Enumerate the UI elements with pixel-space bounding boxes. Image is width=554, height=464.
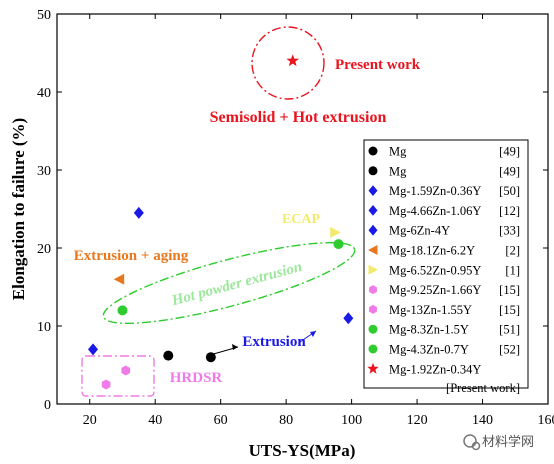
point-circle [368,324,378,334]
x-tick-label: 40 [148,413,162,428]
hrdsr-box [81,355,155,397]
point-diamond [368,205,378,216]
point-diamond [368,224,378,236]
x-tick-label: 140 [472,413,493,428]
point-triangle-left [368,245,378,255]
plot-frame [56,13,549,405]
annotation-label: Hot powder extrusion [169,259,304,309]
legend-entry-ref: [12] [499,204,520,218]
hot-powder-extrusion-ellipse [102,241,356,325]
annotation-label: Extrusion + aging [74,248,189,264]
legend-entry-label: Mg-18.1Zn-6.2Y [389,244,475,258]
annotation-label: Semisolid + Hot extrusion [210,109,387,126]
x-tick-label: 20 [83,413,97,428]
point-hexagon [121,365,131,376]
point-circle [368,344,378,354]
watermark: 材料学网 [463,434,534,451]
watermark-icon [463,434,477,448]
point-diamond [88,343,99,356]
point-circle [205,352,216,363]
data-points [88,54,354,390]
legend-entry-label: Mg [389,145,407,159]
extrusion-arrow-black-head [232,344,238,350]
point-circle [117,305,128,316]
point-diamond [343,312,354,325]
legend: Mg [49] Mg [49] Mg-1.59Zn-0.36Y [50] Mg-4.66Zn… [363,139,529,395]
legend-entry-label: Mg-4.3Zn-0.7Y [389,343,469,357]
legend-entry-ref: [15] [499,303,520,317]
y-axis-label: Elongation to failure (%) [9,118,28,300]
legend-entry-label: Mg-13Zn-1.55Y [389,303,472,317]
point-hexagon [369,285,377,295]
point-star [367,362,379,374]
legend-entry-ref: [15] [499,283,520,297]
point-triangle-right [368,264,378,275]
point-hexagon [369,304,377,314]
annotation-label: ECAP [282,212,321,227]
point-star [286,54,299,67]
annotation-label: Extrusion [242,334,306,350]
legend-entry-ref: [33] [499,224,520,238]
legend-entry-label: Mg-9.25Zn-1.66Y [389,283,481,297]
axis-ticks: 20 40 60 80 100 120 140 160 0 10 20 30 40 50 [37,8,554,428]
y-tick-label: 40 [37,86,51,101]
legend-entry-label: Mg-8.3Zn-1.5Y [389,323,469,337]
point-diamond [368,185,378,196]
legend-entry-ref: [51] [499,323,520,337]
legend-entry-ref: [49] [499,145,520,159]
x-tick-label: 160 [538,413,554,428]
point-hexagon [101,379,111,390]
legend-box [363,139,529,389]
legend-entry-ref: [Present work] [446,381,520,395]
point-triangle-left [113,273,125,285]
watermark-icon-dot [471,441,481,451]
watermark-text: 材料学网 [482,434,534,450]
annotation-shapes [81,26,356,397]
point-circle [368,166,378,176]
point-triangle-right [330,226,341,238]
annotation-label: Present work [335,57,421,73]
extrusion-arrow-blue-head [310,331,316,337]
legend-entry-label: Mg-6.52Zn-0.95Y [389,263,481,277]
legend-entry-label: Mg-6Zn-4Y [389,224,450,238]
legend-entry-ref: [49] [499,164,520,178]
x-tick-label: 60 [214,413,228,428]
y-tick-label: 30 [37,164,51,179]
legend-entry-ref: [52] [499,343,520,357]
legend-entry-ref: [2] [505,244,520,258]
y-tick-label: 10 [37,320,51,335]
y-tick-label: 0 [44,398,51,413]
point-circle [163,350,174,361]
x-tick-label: 120 [407,413,428,428]
legend-entry-label: Mg-1.92Zn-0.34Y [389,362,481,376]
legend-entry-label: Mg-1.59Zn-0.36Y [389,184,481,198]
x-tick-label: 100 [341,413,362,428]
annotation-label: HRDSR [170,370,223,386]
point-circle [368,146,378,156]
legend-entry-ref: [1] [505,263,520,277]
y-tick-label: 50 [37,8,51,23]
x-tick-label: 80 [279,413,293,428]
y-tick-label: 20 [37,242,51,257]
present-work-circle [251,26,325,100]
point-diamond [133,206,144,219]
x-axis-label: UTS-YS(MPa) [249,441,356,460]
legend-entry-label: Mg [389,164,407,178]
legend-entry-ref: [50] [499,184,520,198]
point-circle [333,239,344,250]
legend-entry-label: Mg-4.66Zn-1.06Y [389,204,481,218]
